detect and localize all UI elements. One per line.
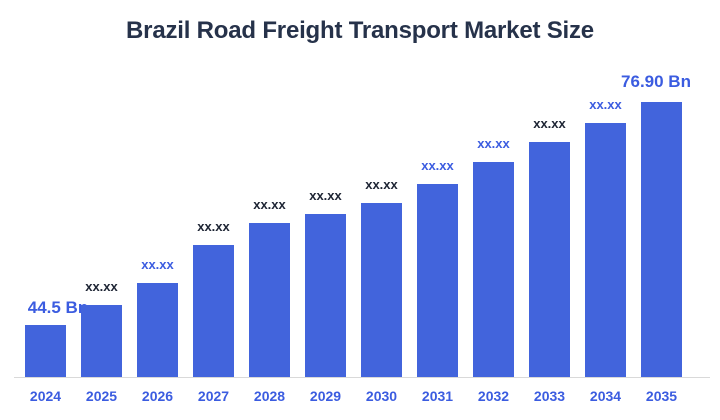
chart-title: Brazil Road Freight Transport Market Siz…: [126, 17, 594, 44]
bar-2034[interactable]: [585, 123, 626, 377]
bar-2024[interactable]: [25, 325, 66, 377]
bar-2035[interactable]: [641, 102, 682, 377]
bar-value-label-2032: xx.xx: [477, 136, 510, 151]
tick-label-2035: 2035: [645, 388, 678, 404]
bar-value-label-2034: xx.xx: [589, 97, 622, 112]
bar-value-label-2028: xx.xx: [253, 197, 286, 212]
bar-value-label-2029: xx.xx: [309, 188, 342, 203]
bar-value-label-2033: xx.xx: [533, 116, 566, 131]
bar-value-label-2026: xx.xx: [141, 257, 174, 272]
bar-value-label-2035: 76.90 Bn: [621, 72, 691, 91]
tick-label-2025: 2025: [85, 388, 118, 404]
bar-2027[interactable]: [193, 245, 234, 377]
bar-2031[interactable]: [417, 184, 458, 377]
bar-2028[interactable]: [249, 223, 290, 377]
bar-2030[interactable]: [361, 203, 402, 377]
bar-value-label-2024: 44.5 Bn: [27, 298, 89, 317]
bar-2029[interactable]: [305, 214, 346, 377]
bar-2032[interactable]: [473, 162, 514, 377]
tick-label-2030: 2030: [365, 388, 398, 404]
tick-label-2032: 2032: [477, 388, 510, 404]
tick-label-2024: 2024: [29, 388, 62, 404]
tick-label-2029: 2029: [309, 388, 342, 404]
bar-value-label-2030: xx.xx: [365, 177, 398, 192]
tick-label-2027: 2027: [197, 388, 230, 404]
x-axis-line: [14, 377, 710, 378]
tick-label-2033: 2033: [533, 388, 566, 404]
bar-2033[interactable]: [529, 142, 570, 377]
bar-value-label-2031: xx.xx: [421, 158, 454, 173]
tick-label-2026: 2026: [141, 388, 174, 404]
bar-value-label-2027: xx.xx: [197, 219, 230, 234]
bar-2026[interactable]: [137, 283, 178, 377]
bar-value-label-2025: xx.xx: [85, 279, 118, 294]
tick-label-2028: 2028: [253, 388, 286, 404]
tick-label-2031: 2031: [421, 388, 454, 404]
tick-label-2034: 2034: [589, 388, 622, 404]
bar-2025[interactable]: [81, 305, 122, 377]
